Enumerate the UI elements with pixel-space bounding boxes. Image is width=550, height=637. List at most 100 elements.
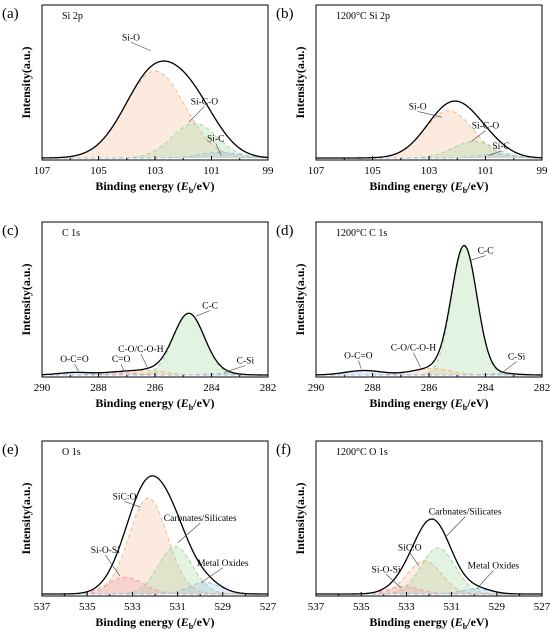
envelope-line-b <box>316 100 543 159</box>
annotation-f-3: Metal Oxides <box>468 561 520 571</box>
component-area-d-1 <box>316 368 542 375</box>
x-tick-label-d-4: 282 <box>534 382 550 394</box>
annotation-e-3: Metal Oxides <box>197 559 249 569</box>
x-axis-label-e: Binding energy (Eb/eV) <box>95 615 214 631</box>
x-tick-label-f-4: 529 <box>489 601 506 613</box>
component-area-e-3 <box>42 582 268 594</box>
x-axis-label-f: Binding energy (Eb/eV) <box>369 615 488 631</box>
annotation-leader-d-2 <box>358 360 362 369</box>
annotation-leader-c-0 <box>195 310 211 317</box>
x-tick-label-b-0: 107 <box>308 165 325 177</box>
panel-title-e: O 1s <box>62 447 81 458</box>
panel-label-b: (b) <box>276 6 294 22</box>
annotation-leader-d-0 <box>471 255 486 261</box>
x-tick-label-c-2: 286 <box>147 382 164 394</box>
annotation-leader-a-1 <box>188 106 205 123</box>
annotation-leader-c-1 <box>140 353 149 369</box>
y-axis-label-c: Intensity(a.u.) <box>19 263 33 335</box>
annotation-e-1: Carbnates/Silicates <box>164 514 237 524</box>
x-tick-label-d-0: 290 <box>308 382 325 394</box>
annotation-f-1: Carbnates/Silicates <box>429 508 502 518</box>
x-axis-label-d: Binding energy (Eb/eV) <box>369 396 488 412</box>
component-area-f-2 <box>316 586 542 594</box>
envelope-line-a <box>41 60 269 159</box>
component-area-b-1 <box>316 141 542 158</box>
annotation-leader-b-0 <box>417 111 442 118</box>
x-tick-label-c-3: 284 <box>203 382 220 394</box>
x-tick-label-e-4: 529 <box>215 601 232 613</box>
panel-label-a: (a) <box>2 6 19 22</box>
annotation-b-0: Si-O <box>409 102 427 112</box>
annotation-d-1: C-O/C-O-H <box>391 344 437 354</box>
x-tick-label-b-2: 103 <box>421 165 438 177</box>
panel-f: (f) 1200°C O 1s 537 535 533 531 529 527 Binding … <box>276 440 550 631</box>
annotation-leader-a-0 <box>130 42 151 51</box>
annotation-b-2: Si-C <box>492 142 509 152</box>
panel-e: (e) O 1s 537 535 533 531 529 527 Binding energy … <box>2 440 277 631</box>
annotation-leader-a-2 <box>215 143 222 156</box>
x-tick-label-e-2: 533 <box>124 601 141 613</box>
x-tick-label-f-0: 537 <box>308 601 325 613</box>
annotation-leader-f-2 <box>385 574 401 588</box>
annotation-leader-b-2 <box>488 150 502 156</box>
annotation-leader-e-0 <box>124 501 141 508</box>
y-axis-label-a: Intensity(a.u.) <box>19 46 33 118</box>
annotation-leader-e-1 <box>177 522 201 544</box>
x-tick-label-e-5: 527 <box>260 601 277 613</box>
component-area-c-1 <box>42 370 268 375</box>
envelope-line-d <box>315 244 543 376</box>
annotation-d-0: C-C <box>478 247 494 257</box>
annotation-c-4: C-Si <box>237 356 255 366</box>
annotation-leader-f-3 <box>476 570 494 590</box>
y-axis-label-e: Intensity(a.u.) <box>19 482 33 554</box>
panel-title-d: 1200°C C 1s <box>336 228 387 239</box>
y-axis-label-d: Intensity(a.u.) <box>293 263 307 335</box>
panel-title-c: C 1s <box>62 228 80 239</box>
x-tick-label-b-4: 99 <box>537 165 549 177</box>
x-tick-label-d-1: 288 <box>364 382 381 394</box>
x-tick-label-f-3: 531 <box>443 601 460 613</box>
x-tick-label-b-3: 101 <box>477 165 494 177</box>
panel-b: (b) 1200°C Si 2p 107 105 103 101 99 Binding ene… <box>276 4 549 195</box>
annotation-leader-d-3 <box>502 361 517 373</box>
x-tick-label-c-1: 288 <box>90 382 107 394</box>
annotation-e-0: SiC:O <box>113 492 137 502</box>
y-axis-label-b: Intensity(a.u.) <box>293 46 307 118</box>
annotation-c-0: C-C <box>202 302 218 312</box>
x-tick-label-a-2: 103 <box>147 165 164 177</box>
panel-title-f: 1200°C O 1s <box>336 447 388 458</box>
x-tick-label-a-4: 99 <box>263 165 275 177</box>
x-tick-label-a-3: 101 <box>203 165 220 177</box>
annotation-leader-e-2 <box>105 554 121 577</box>
envelope-line-f <box>316 518 542 595</box>
x-axis-label-a: Binding energy (Eb/eV) <box>95 179 214 195</box>
annotation-leader-d-1 <box>413 352 421 368</box>
component-area-f-0 <box>316 560 542 594</box>
panel-c: (c) C 1s 290 288 286 284 282 Binding energy (Eb… <box>2 221 276 412</box>
panel-label-c: (c) <box>2 223 19 239</box>
envelope-line-c <box>41 312 268 376</box>
annotation-b-1: Si-C-O <box>472 122 500 132</box>
annotation-a-0: Si-O <box>122 33 140 43</box>
x-tick-label-d-3: 284 <box>477 382 494 394</box>
x-tick-label-d-2: 286 <box>421 382 438 394</box>
x-tick-label-e-3: 531 <box>169 601 186 613</box>
annotation-leader-f-0 <box>409 552 420 567</box>
x-tick-label-a-1: 105 <box>90 165 107 177</box>
annotation-d-2: O-C=O <box>344 351 373 361</box>
x-tick-label-f-2: 533 <box>398 601 415 613</box>
component-area-a-0 <box>42 71 268 158</box>
annotation-c-1: C-O/C-O-H <box>118 345 164 355</box>
x-tick-label-e-0: 537 <box>34 601 51 613</box>
annotation-leader-c-4 <box>224 365 246 373</box>
component-area-e-1 <box>42 546 268 594</box>
panel-a: (a) Si 2p 107 105 103 101 99 Binding energy (Eb… <box>2 4 275 195</box>
x-tick-label-f-5: 527 <box>534 601 550 613</box>
annotation-f-0: SiC:O <box>398 544 422 554</box>
x-tick-label-e-1: 535 <box>79 601 96 613</box>
x-tick-label-a-0: 107 <box>34 165 51 177</box>
annotation-leader-e-3 <box>201 567 223 583</box>
panel-title-a: Si 2p <box>62 11 83 22</box>
component-area-b-0 <box>316 110 542 158</box>
